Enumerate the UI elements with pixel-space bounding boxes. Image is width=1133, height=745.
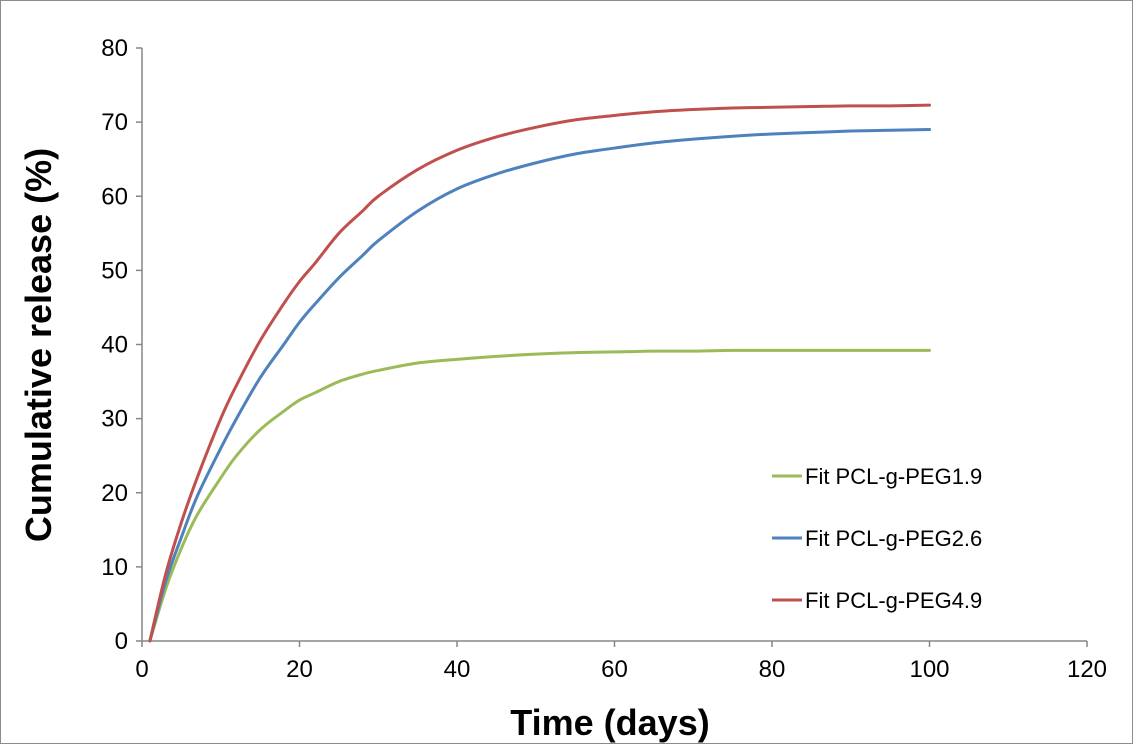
series-lines xyxy=(148,103,931,643)
axes xyxy=(136,47,1088,647)
series-line-2 xyxy=(148,128,931,643)
series-line-1 xyxy=(148,348,931,643)
series-line-3 xyxy=(148,103,931,643)
legend: Fit PCL-g-PEG1.9 Fit PCL-g-PEG2.6 Fit PCL-… xyxy=(772,464,982,613)
y-tick-label: 0 xyxy=(115,628,128,655)
y-tick-label: 20 xyxy=(101,480,128,507)
legend-label-1: Fit PCL-g-PEG1.9 xyxy=(805,464,982,489)
y-tick-label: 40 xyxy=(101,332,128,359)
x-tick-label: 40 xyxy=(444,656,471,683)
y-tick-label: 10 xyxy=(101,554,128,581)
y-tick-label: 70 xyxy=(101,109,128,136)
tick-labels: 0 10 20 30 40 50 60 70 80 0 20 40 60 80 100 120 xyxy=(101,35,1107,683)
legend-label-2: Fit PCL-g-PEG2.6 xyxy=(805,526,982,551)
x-tick-label: 20 xyxy=(286,656,313,683)
y-tick-label: 80 xyxy=(101,35,128,62)
x-axis-title: Time (days) xyxy=(510,702,709,743)
y-axis-title: Cumulative release (%) xyxy=(18,148,59,542)
x-tick-label: 60 xyxy=(601,656,628,683)
y-tick-label: 60 xyxy=(101,183,128,210)
legend-label-3: Fit PCL-g-PEG4.9 xyxy=(805,588,982,613)
x-tick-label: 100 xyxy=(909,656,949,683)
y-tick-label: 50 xyxy=(101,257,128,284)
y-tick-label: 30 xyxy=(101,406,128,433)
x-tick-label: 120 xyxy=(1067,656,1107,683)
x-tick-label: 80 xyxy=(759,656,786,683)
x-tick-label: 0 xyxy=(135,656,148,683)
